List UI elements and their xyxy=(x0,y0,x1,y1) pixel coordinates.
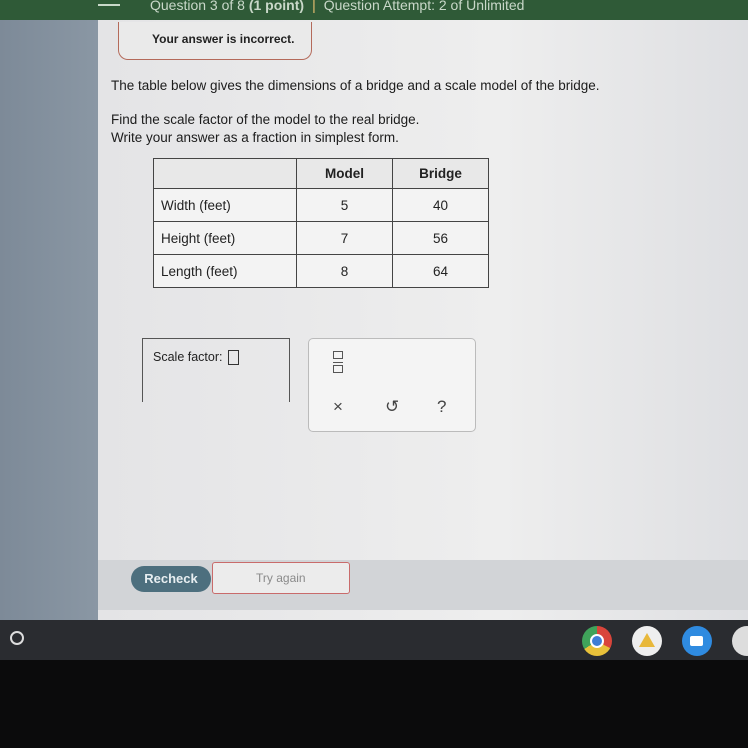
undo-button[interactable]: ↺ xyxy=(385,397,400,416)
answer-area: Scale factor: xyxy=(142,338,290,402)
recheck-button[interactable]: Recheck xyxy=(131,566,211,592)
menu-icon[interactable] xyxy=(98,4,120,6)
model-value: 8 xyxy=(296,254,393,288)
question-number: Question 3 of 8 xyxy=(150,0,245,13)
help-button[interactable]: ? xyxy=(437,397,447,416)
row-label: Width (feet) xyxy=(153,188,297,222)
dimensions-table: Model Bridge Width (feet) 5 40 Height (feet… xyxy=(153,158,489,288)
table-row: Height (feet) 7 56 xyxy=(153,221,489,255)
header-cell: Bridge xyxy=(392,158,489,189)
question-points: (1 point) xyxy=(248,0,305,13)
fraction-icon[interactable] xyxy=(333,351,343,375)
table-row: Length (feet) 8 64 xyxy=(153,254,489,288)
clear-button[interactable]: × xyxy=(333,397,343,416)
table-row: Width (feet) 5 40 xyxy=(153,188,489,222)
screen: Question 3 of 8 (1 point) | Question Attem… xyxy=(0,0,748,622)
header-cell: Model xyxy=(296,158,393,189)
zoom-icon[interactable] xyxy=(682,626,712,656)
scale-factor-input[interactable] xyxy=(227,350,239,366)
os-shelf xyxy=(0,620,748,660)
bridge-value: 56 xyxy=(392,221,489,255)
row-label: Height (feet) xyxy=(153,221,297,255)
row-label: Length (feet) xyxy=(153,254,297,288)
chrome-icon[interactable] xyxy=(582,626,612,656)
prompt-line-1: The table below gives the dimensions of … xyxy=(111,78,600,93)
bridge-value: 40 xyxy=(392,188,489,222)
header-cell xyxy=(153,158,297,189)
camera-icon[interactable] xyxy=(732,626,748,656)
attempt-info: Question Attempt: 2 of Unlimited xyxy=(323,0,525,13)
table-header-row: Model Bridge xyxy=(153,158,489,189)
math-keypad: × ↺ ? xyxy=(308,338,476,432)
model-value: 5 xyxy=(296,188,393,222)
drive-icon[interactable] xyxy=(632,626,662,656)
scale-factor-label: Scale factor: xyxy=(153,350,223,364)
try-again-button[interactable]: Try again xyxy=(212,562,350,594)
bridge-value: 64 xyxy=(392,254,489,288)
model-value: 7 xyxy=(296,221,393,255)
prompt-line-2: Find the scale factor of the model to th… xyxy=(111,112,420,127)
header-separator: | xyxy=(312,0,316,13)
question-header: Question 3 of 8 (1 point) | Question Attem… xyxy=(0,0,748,20)
launcher-icon[interactable] xyxy=(10,631,24,645)
prompt-line-3: Write your answer as a fraction in simpl… xyxy=(111,130,399,145)
feedback-banner: Your answer is incorrect. xyxy=(118,22,312,60)
